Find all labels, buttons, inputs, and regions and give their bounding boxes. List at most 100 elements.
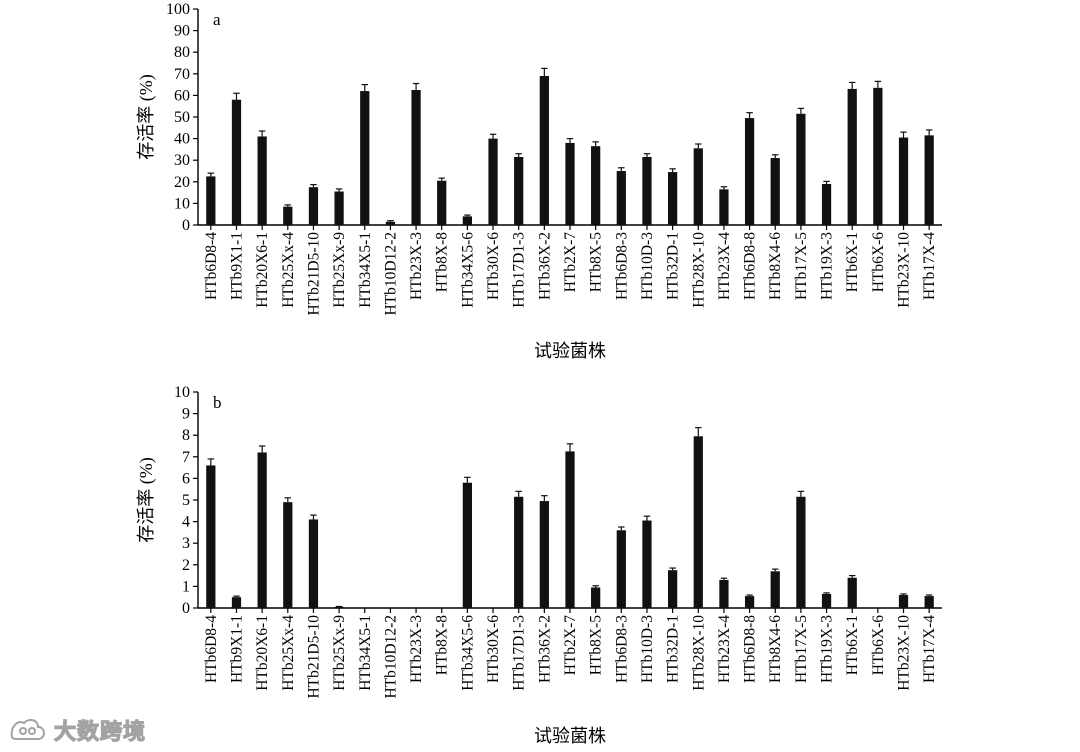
bar [796,113,806,225]
y-tick-label: 30 [174,152,190,169]
x-tick-label: HTb9X1-1 [228,232,245,300]
y-axis-label: 存活率 (%) [136,74,157,159]
bar [257,136,267,225]
bar [334,606,344,608]
watermark: 大数跨境 [8,712,146,748]
bar [488,138,498,225]
x-tick-label: HTb28X-10 [690,232,707,308]
x-tick-label: HTb25Xx-4 [280,232,297,308]
bar [539,75,549,226]
x-tick-label: HTb10D12-2 [382,232,399,316]
bar [385,221,396,225]
bar [591,587,601,608]
y-tick-label: 20 [174,174,190,191]
bar [462,482,472,608]
bar [231,597,242,608]
x-tick-label: HTb6D8-4 [203,615,220,683]
x-tick-label: HTb20X6-1 [254,232,271,308]
y-tick-label: 3 [182,535,190,552]
bar [898,137,909,225]
y-tick-label: 60 [174,87,190,104]
x-tick-label: HTb34X5-1 [357,232,374,308]
bar [693,148,703,225]
x-tick-label: HTb17D1-3 [511,615,528,691]
x-tick-label: HTb8X-5 [588,232,605,293]
bar [898,595,909,608]
x-tick-label: HTb17X-5 [793,232,810,300]
x-tick-label: HTb6D8-3 [613,232,630,300]
x-tick-label: HTb17D1-3 [511,232,528,308]
x-tick-label: HTb6X-6 [870,232,887,293]
bar [668,570,678,608]
x-tick-label: HTb6D8-8 [742,615,759,683]
brand-logo-icon [10,718,45,740]
panel-label: b [213,393,222,412]
chart-panel-b: 0 1 2 3 4 5 6 7 8 9 10 b 存活率 (%) 试验菌株 HTb6D8-4 HTb9X1-1… [136,384,942,746]
chart-panel-a: 0 10 20 30 40 50 60 70 80 90 100 a 存活率 (%) 试验菌株 HTb6D8… [136,1,942,361]
y-tick-label: 10 [174,384,190,401]
y-tick-label: 4 [182,514,190,531]
bar [719,579,729,608]
bar [616,530,626,608]
bar [539,501,549,608]
x-tick-label: HTb23X-10 [896,615,913,691]
x-tick-label: HTb34X5-6 [459,232,476,308]
y-tick-label: 90 [174,23,190,40]
x-tick-label: HTb20X6-1 [254,615,271,691]
bar [873,87,883,225]
x-axis-label: 试验菌株 [534,726,606,746]
bar [770,571,780,608]
bar [206,465,216,608]
bar [847,577,857,608]
x-tick-label: HTb6D8-4 [203,232,220,300]
x-tick-label: HTb32D-1 [665,232,682,300]
bar [411,90,421,225]
x-tick-label: HTb6X-6 [870,615,887,676]
x-tick-label: HTb2X-7 [562,615,579,676]
y-tick-label: 6 [182,470,190,487]
bar [514,496,524,608]
bar [847,88,857,225]
x-tick-label: HTb25Xx-4 [280,615,297,691]
bar [821,183,832,225]
x-tick-label: HTb10D-3 [639,232,656,300]
x-tick-label: HTb30X-6 [485,615,502,683]
x-tick-label: HTb23X-10 [896,232,913,308]
bar [924,596,934,608]
x-tick-label: HTb9X1-1 [228,615,245,683]
bar [283,502,293,608]
x-tick-label: HTb6X-1 [844,615,861,675]
bar [591,146,601,225]
x-tick-label: HTb36X-2 [536,615,553,683]
x-tick-label: HTb17X-5 [793,615,810,683]
bar [334,191,344,225]
y-tick-label: 7 [182,449,190,466]
bar [565,142,575,225]
x-tick-label: HTb2X-7 [562,232,579,293]
bar [360,91,370,225]
x-tick-label: HTb6D8-3 [613,615,630,683]
bar [796,496,806,608]
x-tick-label: HTb34X5-6 [459,615,476,691]
y-tick-label: 100 [166,1,190,18]
bar [642,520,652,608]
x-tick-label: HTb8X-8 [434,615,451,676]
x-tick-label: HTb10D12-2 [382,615,399,699]
x-tick-label: HTb32D-1 [665,615,682,683]
bar [719,189,729,225]
x-tick-label: HTb8X4-6 [767,615,784,683]
bar [206,176,216,225]
bar [616,171,626,225]
y-tick-label: 9 [182,406,190,423]
y-tick-label: 50 [174,109,190,126]
bar [257,452,267,608]
bar [283,206,293,225]
x-tick-label: HTb19X-3 [819,615,836,683]
y-tick-label: 8 [182,427,190,444]
bar [744,596,755,608]
bar [231,99,242,225]
y-tick-label: 70 [174,66,190,83]
bar [744,118,755,225]
x-tick-label: HTb23X-4 [716,232,733,300]
